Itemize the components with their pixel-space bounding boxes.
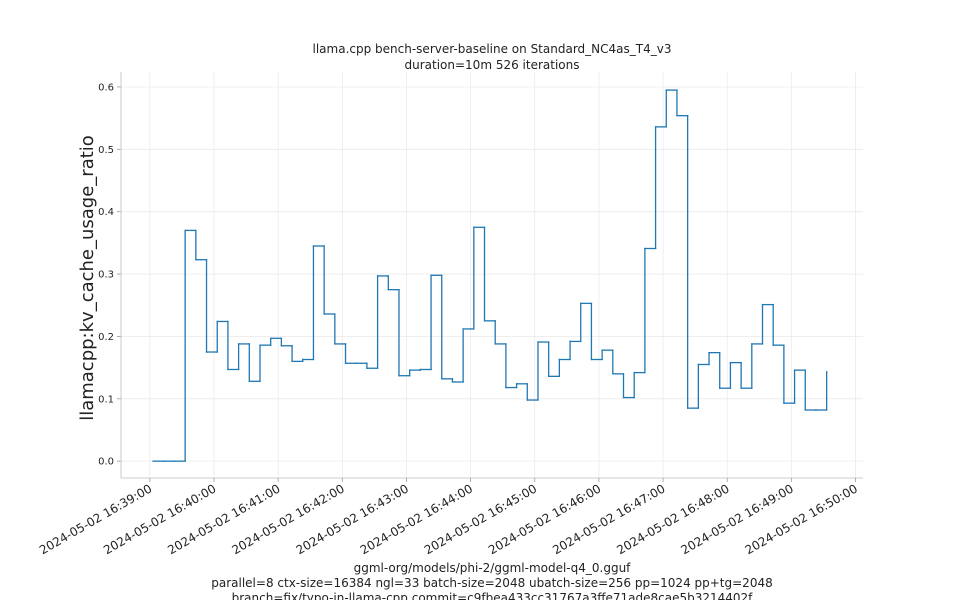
y-tick-label: 0.2 — [98, 332, 114, 343]
y-tick-label: 0.3 — [98, 270, 114, 281]
x-axis-label: branch=fix/typo-in-llama-cpp commit=c9fb… — [232, 591, 754, 600]
x-axis-label: ggml-org/models/phi-2/ggml-model-q4_0.gg… — [354, 561, 632, 575]
chart-title: llama.cpp bench-server-baseline on Stand… — [313, 42, 672, 56]
x-axis-label: parallel=8 ctx-size=16384 ngl=33 batch-s… — [211, 576, 772, 590]
y-tick-label: 0.1 — [98, 394, 114, 405]
y-tick-label: 0.4 — [98, 207, 114, 218]
y-tick-label: 0.0 — [98, 457, 114, 468]
chart-subtitle: duration=10m 526 iterations — [405, 58, 580, 72]
y-tick-label: 0.5 — [98, 145, 114, 156]
y-tick-label: 0.6 — [98, 82, 114, 93]
y-axis-label: llamacpp:kv_cache_usage_ratio — [77, 135, 98, 421]
